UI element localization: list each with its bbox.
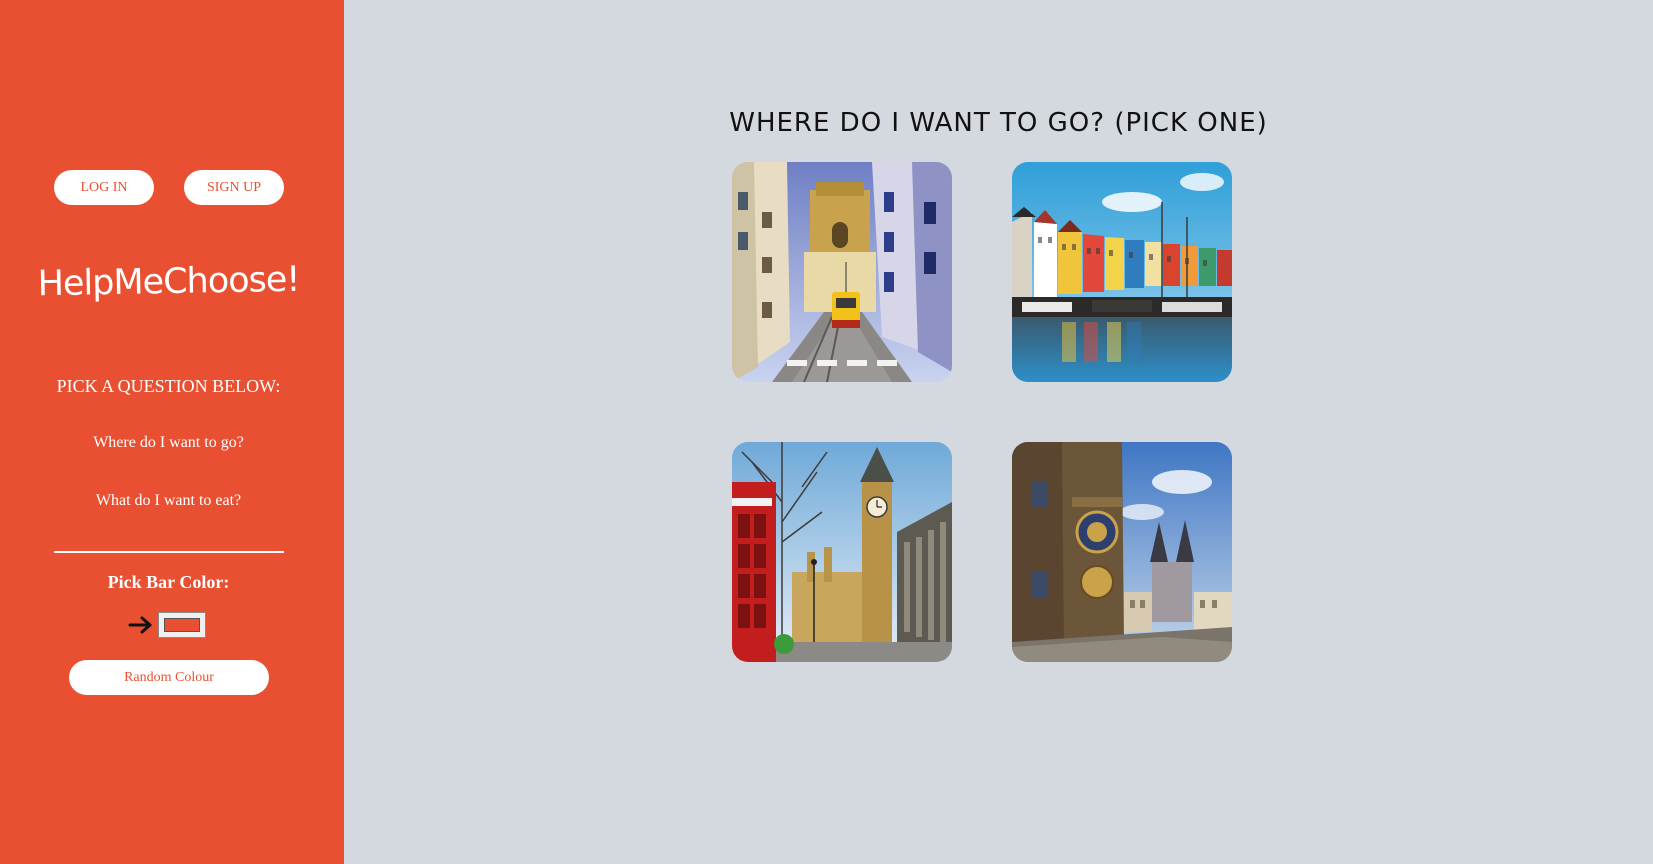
lisbon-tram-street-photo [732,162,952,382]
signup-button[interactable]: SIGN UP [184,170,284,205]
option-prague[interactable] [1012,442,1232,662]
copenhagen-nyhavn-harbor-photo [1012,162,1232,382]
option-copenhagen[interactable] [1012,162,1232,382]
color-picker-row [128,612,228,640]
london-big-ben-phone-booth-photo [732,442,952,662]
question-title: WHERE DO I WANT TO GO? (PICK ONE) [729,108,1268,138]
prague-astronomical-clock-photo [1012,442,1232,662]
option-london[interactable] [732,442,952,662]
pick-question-heading: PICK A QUESTION BELOW: [56,376,281,396]
sidebar: LOG IN SIGN UP HelpMeChoose! PICK A QUES… [0,0,344,864]
destination-grid [732,162,1232,662]
app-logo[interactable]: HelpMeChoose! [37,259,300,305]
main-content: WHERE DO I WANT TO GO? (PICK ONE) [344,0,1653,864]
bar-color-swatch [164,618,200,632]
bar-color-heading: Pick Bar Color: [107,572,230,592]
question-where-to-go[interactable]: Where do I want to go? [93,434,244,451]
random-colour-button[interactable]: Random Colour [69,660,269,695]
login-button[interactable]: LOG IN [54,170,154,205]
question-what-to-eat[interactable]: What do I want to eat? [95,492,242,509]
option-lisbon[interactable] [732,162,952,382]
auth-buttons: LOG IN SIGN UP [54,170,284,205]
bar-color-input[interactable] [158,612,206,638]
sidebar-divider [54,551,284,553]
arrow-right-icon [128,616,152,634]
